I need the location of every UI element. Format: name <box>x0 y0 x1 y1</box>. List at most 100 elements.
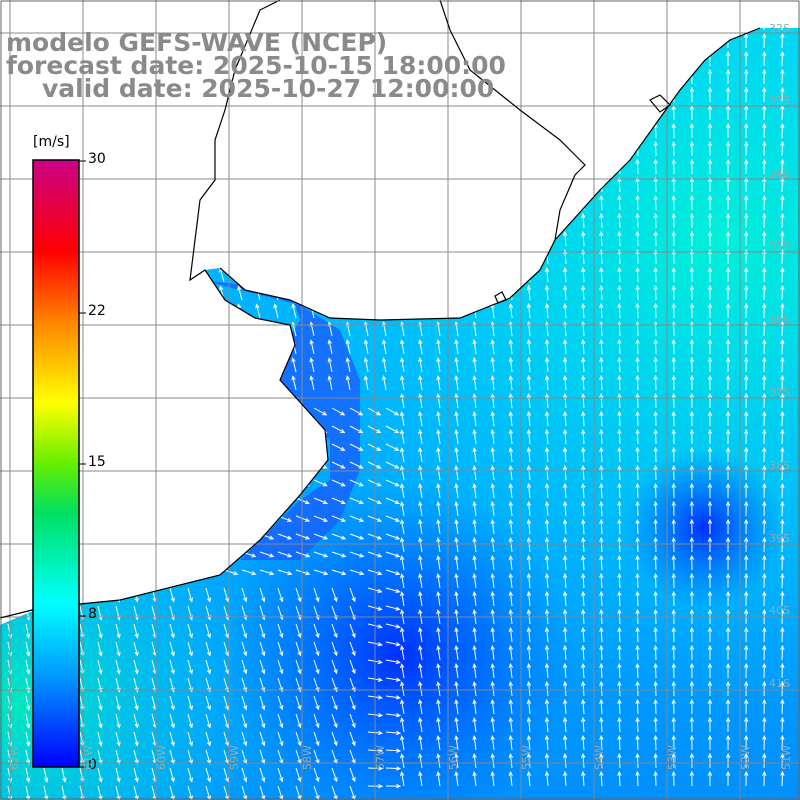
wind-arrow <box>367 461 382 469</box>
wind-arrow <box>38 105 45 121</box>
wind-arrow <box>762 158 767 175</box>
wind-arrow <box>490 392 495 409</box>
wind-arrow <box>508 590 513 607</box>
wind-arrow <box>169 695 175 711</box>
wind-arrow <box>164 303 171 319</box>
wind-arrow <box>363 285 369 301</box>
wind-arrow <box>562 770 568 787</box>
wind-arrow <box>707 698 713 715</box>
wind-arrow <box>745 28 747 31</box>
wind-arrow <box>291 141 297 157</box>
wind-arrow <box>187 425 202 434</box>
wind-arrow <box>562 104 568 121</box>
wind-arrow <box>187 407 202 416</box>
wind-arrow <box>472 716 477 733</box>
wind-arrow <box>381 357 387 373</box>
wind-arrow <box>562 572 568 589</box>
wind-arrow <box>367 479 382 487</box>
wind-arrow <box>1 195 9 211</box>
wind-arrow <box>689 86 695 103</box>
wind-arrow <box>133 659 139 675</box>
wind-arrow <box>562 752 568 769</box>
wind-arrow <box>490 266 495 283</box>
wind-arrow <box>418 663 423 679</box>
wind-arrow <box>689 410 695 427</box>
wind-arrow <box>187 695 193 711</box>
wind-arrow <box>671 500 676 517</box>
wind-arrow <box>653 50 658 67</box>
lat-label: 38S <box>769 459 790 472</box>
wind-arrow <box>115 641 121 657</box>
wind-arrow <box>169 407 184 416</box>
wind-arrow <box>472 356 477 373</box>
wind-arrow <box>762 374 767 391</box>
wind-arrow <box>490 338 495 355</box>
wind-arrow <box>725 680 731 697</box>
wind-arrow <box>133 479 148 487</box>
wind-arrow <box>689 338 695 355</box>
wind-arrow <box>146 159 153 175</box>
wind-arrow <box>273 159 279 175</box>
wind-arrow <box>635 50 640 67</box>
wind-arrow <box>349 587 356 603</box>
wind-arrow <box>331 587 338 603</box>
wind-arrow <box>327 123 333 139</box>
wind-arrow <box>205 587 212 603</box>
wind-arrow <box>707 680 713 697</box>
wind-arrow <box>200 231 207 247</box>
wind-arrow <box>418 33 423 49</box>
wind-arrow <box>259 443 274 451</box>
wind-arrow <box>259 587 266 603</box>
wind-arrow <box>599 698 604 715</box>
wind-arrow <box>363 339 369 355</box>
wind-arrow <box>762 194 767 211</box>
wind-arrow <box>291 285 297 301</box>
wind-arrow <box>780 500 785 517</box>
wind-arrow <box>241 623 248 639</box>
wind-arrow <box>200 177 207 193</box>
wind-arrow <box>508 302 513 319</box>
wind-arrow <box>115 443 130 451</box>
wind-arrow <box>544 428 550 445</box>
wind-arrow <box>544 140 550 157</box>
wind-arrow <box>689 554 695 571</box>
wind-arrow <box>762 302 767 319</box>
wind-arrow <box>255 231 261 247</box>
wind-arrow <box>707 158 713 175</box>
wind-arrow <box>490 446 495 463</box>
wind-arrow <box>400 771 405 787</box>
wind-arrow <box>309 339 315 355</box>
wind-arrow <box>309 123 315 139</box>
wind-arrow <box>146 375 153 391</box>
wind-arrow <box>259 659 266 675</box>
wind-arrow <box>331 551 347 558</box>
wind-arrow <box>725 500 731 517</box>
wind-arrow <box>671 446 676 463</box>
wind-arrow <box>671 266 676 283</box>
wind-arrow <box>327 303 333 319</box>
wind-arrow <box>780 140 785 157</box>
wind-arrow <box>544 356 550 373</box>
wind-arrow <box>671 734 676 751</box>
wind-arrow <box>128 195 135 211</box>
wind-arrow <box>617 752 622 769</box>
wind-arrow <box>581 428 586 445</box>
lon-label: 62W <box>8 745 21 770</box>
wind-arrow <box>436 645 441 661</box>
wind-arrow <box>636 28 639 31</box>
wind-arrow <box>418 339 423 355</box>
wind-arrow <box>331 425 346 434</box>
wind-arrow <box>277 443 292 451</box>
wind-arrow <box>490 554 495 571</box>
wind-arrow <box>436 213 441 229</box>
wind-arrow <box>237 177 243 193</box>
wind-arrow <box>385 713 402 718</box>
wind-arrow <box>400 483 405 499</box>
wind-arrow <box>544 554 550 571</box>
wind-arrow <box>743 536 749 553</box>
wind-arrow <box>385 695 402 700</box>
wind-arrow <box>164 195 171 211</box>
wind-arrow <box>617 734 622 751</box>
wind-arrow <box>617 428 622 445</box>
